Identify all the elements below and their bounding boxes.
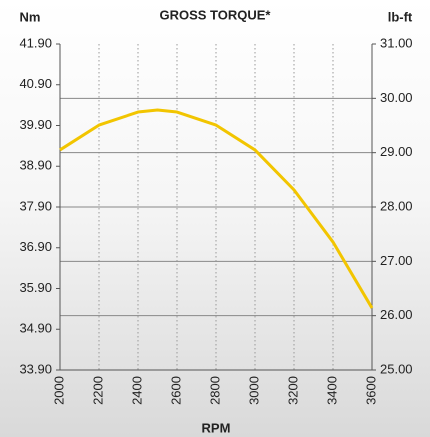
- y2-tick-label: 28.00: [380, 198, 413, 213]
- x-tick-label: 3600: [363, 376, 378, 405]
- y-tick-label: 35.90: [19, 280, 52, 295]
- x-tick-label: 2800: [207, 376, 222, 405]
- y2-tick-label: 29.00: [380, 144, 413, 159]
- x-tick-label: 2400: [129, 376, 144, 405]
- x-tick-label: 2000: [51, 376, 66, 405]
- chart-title: GROSS TORQUE*: [159, 7, 271, 22]
- y2-tick-label: 30.00: [380, 90, 413, 105]
- x-tick-label: 3000: [246, 376, 261, 405]
- y2-tick-label: 31.00: [380, 35, 413, 50]
- x-tick-label: 3200: [285, 376, 300, 405]
- y-tick-label: 34.90: [19, 321, 52, 336]
- y-tick-label: 37.90: [19, 198, 52, 213]
- line: [59, 108, 374, 309]
- y2-tick-label: 26.00: [380, 307, 413, 322]
- y2-tick-label: 25.00: [380, 361, 413, 376]
- y-tick-label: 40.90: [19, 76, 52, 91]
- y-axis-label: Nm: [20, 9, 41, 24]
- y-tick-label: 33.90: [19, 361, 52, 376]
- y-tick-label: 38.90: [19, 158, 52, 173]
- y-tick-label: 36.90: [19, 239, 52, 254]
- x-tick-label: 2600: [168, 376, 183, 405]
- y-tick-label: 39.90: [19, 117, 52, 132]
- x-axis-label: RPM: [202, 420, 231, 435]
- y2-tick-label: 27.00: [380, 253, 413, 268]
- y2-axis-label: lb-ft: [388, 9, 413, 24]
- x-tick-label: 2200: [90, 376, 105, 405]
- y-tick-label: 41.90: [19, 35, 52, 50]
- x-tick-label: 3400: [324, 376, 339, 405]
